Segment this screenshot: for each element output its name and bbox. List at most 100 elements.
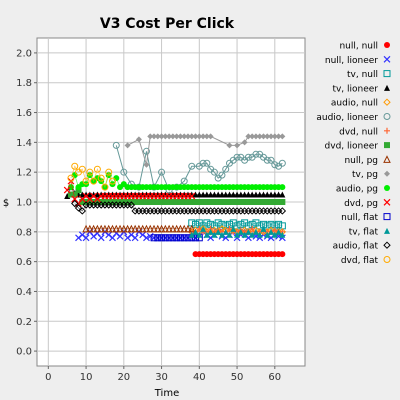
chart-title: V3 Cost Per Click <box>100 16 235 32</box>
data-point <box>241 231 248 238</box>
data-point <box>271 133 278 140</box>
data-point <box>268 191 275 198</box>
data-point <box>203 159 211 167</box>
series-tv-pg <box>124 133 286 168</box>
legend-label: audio, null <box>331 99 378 109</box>
data-point <box>249 133 256 140</box>
data-point <box>203 199 210 205</box>
legend-label: dvd, flat <box>341 256 379 266</box>
data-point <box>226 199 233 205</box>
data-point <box>200 225 207 232</box>
data-point <box>256 199 263 205</box>
data-point <box>215 191 222 198</box>
data-point <box>260 225 267 232</box>
data-point <box>180 234 188 242</box>
data-point <box>97 224 105 233</box>
data-point <box>260 191 267 198</box>
data-point <box>218 231 225 238</box>
legend-marker <box>383 256 391 263</box>
data-point <box>146 224 155 233</box>
y-tick-label: 0.4 <box>16 287 32 298</box>
legend-marker <box>384 185 390 191</box>
data-point <box>278 159 286 167</box>
y-tick-label: 1.4 <box>16 138 32 149</box>
data-point <box>264 133 271 140</box>
data-point <box>237 191 244 198</box>
data-point <box>135 199 142 205</box>
legend-label: tv, pg <box>352 170 378 180</box>
data-point <box>162 199 169 205</box>
data-point <box>142 147 150 155</box>
legend-marker <box>384 127 390 134</box>
data-point <box>123 224 132 233</box>
data-point <box>215 228 222 235</box>
legend-label: null, pg <box>344 156 378 166</box>
data-point <box>101 183 109 191</box>
data-point <box>124 142 131 149</box>
data-point <box>279 251 286 258</box>
data-point <box>166 199 173 205</box>
data-point <box>214 219 222 227</box>
legend-label: dvd, pg <box>344 199 378 209</box>
data-point <box>151 199 158 205</box>
data-point <box>188 192 196 200</box>
x-tick-label: 10 <box>80 372 93 383</box>
data-point <box>252 191 259 198</box>
data-point <box>264 191 271 198</box>
data-point <box>108 224 117 233</box>
data-point <box>241 191 248 198</box>
data-point <box>271 231 278 238</box>
data-point <box>86 191 93 198</box>
data-point <box>241 199 248 205</box>
data-point <box>234 231 241 238</box>
data-point <box>82 177 90 185</box>
data-point <box>263 156 271 164</box>
data-point <box>207 228 214 235</box>
data-point <box>180 224 189 233</box>
data-point <box>173 199 180 205</box>
data-point <box>192 133 199 140</box>
data-point <box>203 133 210 140</box>
data-point <box>154 199 161 205</box>
data-point <box>173 234 181 242</box>
data-point <box>188 162 196 170</box>
data-point <box>184 199 191 205</box>
data-point <box>271 199 278 205</box>
data-point <box>177 133 184 140</box>
data-point <box>275 220 283 228</box>
data-point <box>199 159 207 167</box>
data-point <box>234 142 241 149</box>
data-point <box>222 191 229 198</box>
data-point <box>188 199 195 205</box>
data-point <box>256 133 263 140</box>
legend-label: tv, lioneer <box>332 84 378 94</box>
data-point <box>154 133 161 140</box>
data-point <box>105 168 113 176</box>
data-point <box>226 142 233 149</box>
data-point <box>244 153 252 161</box>
data-point <box>138 224 147 233</box>
data-point <box>279 184 286 191</box>
y-axis-label: $ <box>3 198 9 209</box>
plot-area: 0.0 0.2 0.4 0.6 0.8 1.0 1.2 1.4 1.6 1.8 2.0 0 10 20 30… <box>16 37 306 383</box>
series-null-null <box>192 251 286 258</box>
data-point <box>226 191 233 198</box>
legend-label: audio, flat <box>333 242 379 252</box>
data-point <box>176 224 185 233</box>
data-point <box>249 225 256 232</box>
data-point <box>82 224 90 233</box>
series-line <box>115 145 283 191</box>
data-point <box>211 231 218 238</box>
data-point <box>78 165 86 173</box>
data-point <box>230 199 237 205</box>
legend-label: null, null <box>339 42 378 52</box>
data-point <box>279 199 286 205</box>
data-point <box>154 234 162 242</box>
data-point <box>101 224 109 233</box>
data-point <box>249 191 256 198</box>
data-point <box>158 234 166 242</box>
data-point <box>142 224 151 233</box>
legend-marker <box>383 155 391 163</box>
data-point <box>184 133 191 140</box>
